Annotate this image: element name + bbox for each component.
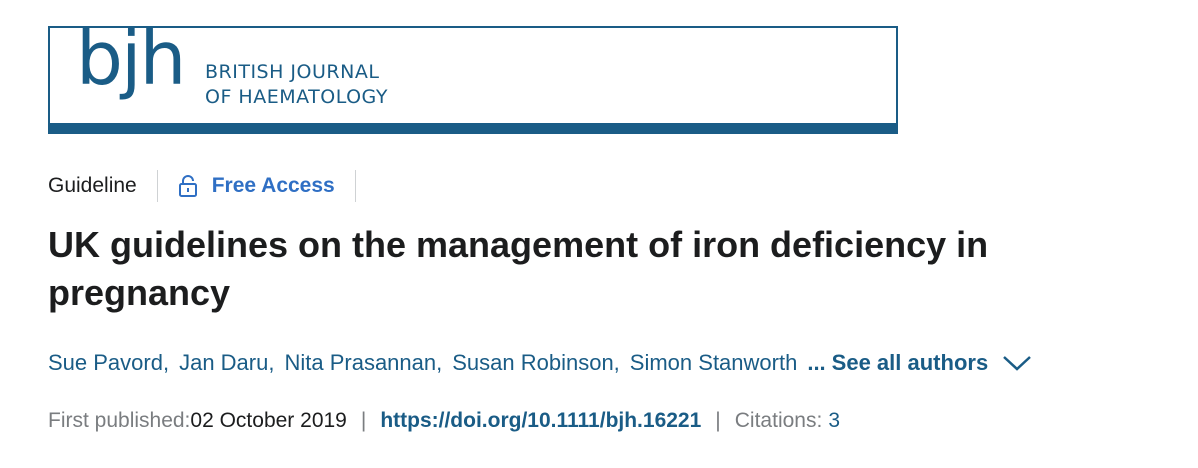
first-published-label: First published: (48, 409, 191, 432)
free-access-label: Free Access (211, 174, 335, 197)
divider (156, 170, 158, 202)
article-title: UK guidelines on the management of iron … (48, 224, 989, 313)
author-link[interactable]: Nita Prasannan, (284, 350, 443, 375)
journal-name-line2: OF HAEMATOLOGY (205, 86, 388, 108)
authors-ellipsis: ... (807, 350, 826, 375)
author-list: Sue Pavord, Jan Daru, Nita Prasannan, Su… (48, 347, 1032, 379)
banner-bar (50, 123, 896, 132)
article-type: Guideline (48, 174, 137, 197)
article-meta-row: Guideline Free Access (48, 170, 376, 202)
separator: | (360, 409, 367, 432)
doi-link[interactable]: https://doi.org/10.1111/bjh.16221 (380, 409, 702, 432)
first-published-date: 02 October 2019 (190, 409, 347, 432)
chevron-down-icon (1003, 356, 1032, 371)
journal-name: BRITISH JOURNAL OF HAEMATOLOGY (205, 60, 388, 110)
journal-banner[interactable]: bjh BRITISH JOURNAL OF HAEMATOLOGY (48, 22, 898, 134)
journal-name-line1: BRITISH JOURNAL (205, 61, 380, 83)
citations-count[interactable]: 3 (828, 409, 840, 432)
author-link[interactable]: Susan Robinson, (452, 350, 620, 375)
divider (354, 170, 356, 202)
journal-logo: bjh (76, 16, 186, 102)
author-link[interactable]: Sue Pavord, (48, 350, 170, 375)
see-all-authors-button[interactable]: See all authors (832, 350, 1033, 376)
separator: | (715, 409, 721, 432)
author-link[interactable]: Simon Stanworth (629, 350, 798, 375)
author-link[interactable]: Jan Daru, (179, 350, 275, 375)
free-access-badge[interactable]: Free Access (178, 174, 335, 198)
see-all-authors-label: See all authors (831, 350, 989, 375)
lock-open-icon (178, 175, 197, 197)
publication-info: First published: 02 October 2019 | https… (48, 405, 840, 437)
citations-label: Citations: (734, 409, 823, 432)
